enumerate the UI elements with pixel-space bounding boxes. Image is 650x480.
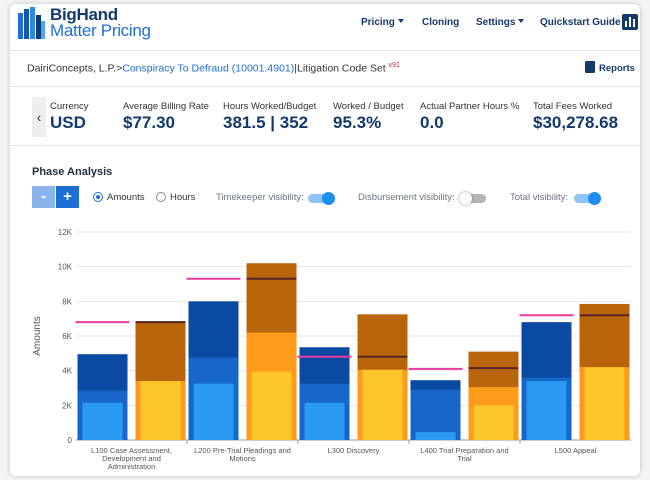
summary-label: Currency	[50, 101, 89, 112]
summary-average-billing-rate: Average Billing Rate $77.30	[123, 101, 209, 133]
breadcrumb-bar: DairiConcepts, L.P.>Conspiracy To Defrau…	[10, 50, 640, 80]
document-icon	[585, 61, 595, 73]
y-tick-label: 10K	[58, 263, 73, 272]
breadcrumb-client[interactable]: DairiConcepts, L.P.	[27, 62, 117, 75]
x-category-label: Administration	[108, 462, 156, 471]
summary-label: Hours Worked/Budget	[223, 101, 317, 112]
chevron-left-icon[interactable]: ‹	[32, 97, 46, 137]
budget-low-bar	[82, 402, 123, 440]
summary-currency: Currency USD	[50, 101, 89, 133]
budget-low-bar	[526, 381, 567, 440]
budget-mid-bar	[410, 389, 461, 440]
summary-value: 0.0	[420, 113, 444, 132]
chevron-down-icon	[518, 19, 525, 23]
summary-partner-hours: Actual Partner Hours % 0.0	[420, 101, 519, 133]
nav-cloning-label: Cloning	[422, 17, 460, 28]
actual-low-bar	[140, 381, 181, 440]
nav-quickstart-guide[interactable]: Quickstart Guide	[540, 17, 621, 28]
summary-label: Total Fees Worked	[533, 101, 613, 112]
hours-radio[interactable]: Hours	[156, 192, 195, 203]
nav-quickstart-label: Quickstart Guide	[540, 17, 621, 28]
actual-low-bar	[584, 367, 625, 440]
top-header: BigHand Matter Pricing Pricing Cloning S…	[10, 4, 640, 44]
timekeeper-visibility-label: Timekeeper visibility:	[216, 192, 304, 203]
breadcrumb-separator: >	[116, 62, 123, 75]
breadcrumb: DairiConcepts, L.P.>Conspiracy To Defrau…	[27, 62, 400, 75]
summary-value: $30,278.68	[533, 113, 619, 132]
app-window: BigHand Matter Pricing Pricing Cloning S…	[10, 4, 640, 476]
amounts-label: Amounts	[107, 192, 145, 203]
summary-label: Worked / Budget	[333, 101, 404, 112]
x-category-label: Trial	[457, 454, 472, 463]
actual-low-bar	[362, 369, 403, 440]
x-category-label: L200 Pre-Trial Pleadings and	[194, 446, 291, 455]
summary-label: Actual Partner Hours %	[420, 101, 520, 112]
summary-hours-worked-budget: Hours Worked/Budget 381.5 | 352	[223, 101, 316, 133]
summary-value: USD	[50, 113, 86, 132]
reports-button[interactable]: Reports	[585, 61, 635, 74]
chevron-down-icon	[397, 19, 404, 23]
breadcrumb-code-set: |Litigation Code Set	[294, 62, 386, 75]
zoom-out-button[interactable]: -	[32, 186, 55, 208]
x-category-label: Motions	[229, 454, 256, 463]
summary-bar: ‹ Currency USD Average Billing Rate $77.…	[10, 86, 640, 146]
x-category-label: L500 Appeal	[555, 446, 597, 455]
y-tick-label: 4K	[62, 367, 72, 376]
summary-value: 95.3%	[333, 113, 382, 132]
nav-cloning[interactable]: Cloning	[422, 17, 459, 28]
nav-pricing[interactable]: Pricing	[361, 17, 404, 28]
summary-value: 381.5 | 352	[223, 113, 309, 132]
x-category-label: Development and	[102, 454, 161, 463]
y-tick-label: 0	[68, 436, 73, 445]
zoom-in-button[interactable]: +	[56, 186, 79, 208]
version-badge: v91	[388, 62, 400, 69]
brand-line-1: BigHand	[50, 5, 118, 24]
summary-worked-budget: Worked / Budget 95.3%	[333, 101, 404, 133]
breadcrumb-matter-link[interactable]: Conspiracy To Defraud (10001.4901)	[122, 62, 295, 75]
y-tick-label: 2K	[62, 401, 72, 410]
nav-settings[interactable]: Settings	[476, 17, 525, 28]
actual-low-bar	[473, 405, 514, 440]
total-visibility-toggle[interactable]	[574, 192, 601, 205]
budget-low-bar	[304, 402, 345, 440]
radio-selected-icon	[93, 192, 103, 202]
total-visibility-label: Total visibility:	[510, 192, 569, 203]
brand-line-2: Matter Pricing	[50, 21, 151, 40]
y-tick-label: 12K	[58, 228, 73, 237]
summary-total-fees-worked: Total Fees Worked $30,278.68	[533, 101, 618, 133]
budget-low-bar	[193, 383, 234, 440]
phase-analysis-title: Phase Analysis	[32, 166, 113, 178]
budget-low-bar	[415, 432, 456, 440]
phase-analysis-chart: 0 2K 4K 6K 8K 10K 12K Amounts L100 Case Assessme…	[32, 228, 631, 471]
y-axis-label: Amounts	[32, 316, 43, 355]
hours-label: Hours	[170, 192, 196, 203]
x-category-label: L100 Case Assessment,	[91, 446, 172, 455]
y-tick-label: 6K	[62, 332, 72, 341]
reports-label: Reports	[599, 63, 635, 74]
amounts-radio[interactable]: Amounts	[93, 192, 145, 203]
summary-label: Average Billing Rate	[123, 101, 209, 112]
summary-value: $77.30	[123, 113, 175, 132]
radio-unselected-icon	[156, 192, 166, 202]
disbursement-visibility-label: Disbursement visibility:	[358, 192, 455, 203]
x-category-label: L300 Discovery	[328, 446, 380, 455]
x-category-label: L400 Trial Preparation and	[420, 446, 508, 455]
y-tick-label: 8K	[62, 297, 72, 306]
brand-name[interactable]: BigHand Matter Pricing	[50, 5, 151, 40]
nav-pricing-label: Pricing	[361, 17, 395, 28]
timekeeper-visibility-toggle[interactable]	[308, 192, 335, 205]
actual-low-bar	[251, 371, 292, 440]
nav-settings-label: Settings	[476, 17, 516, 28]
disbursement-visibility-toggle[interactable]	[459, 192, 486, 205]
bighand-logo-icon[interactable]	[18, 7, 46, 39]
bar-chart-icon[interactable]	[622, 14, 638, 30]
